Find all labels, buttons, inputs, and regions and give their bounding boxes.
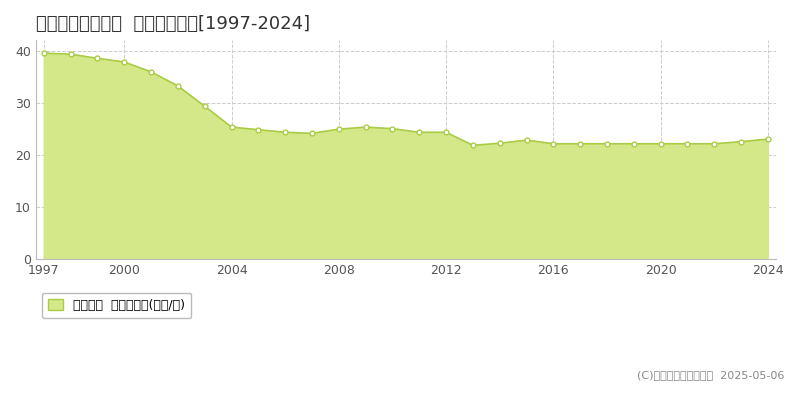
Legend: 基準地価  平均坪単価(万円/坪): 基準地価 平均坪単価(万円/坪) [42, 293, 191, 318]
Text: (C)土地価格ドットコム  2025-05-06: (C)土地価格ドットコム 2025-05-06 [637, 370, 784, 380]
Text: 愛知郡東郷町春木  基準地価推移[1997-2024]: 愛知郡東郷町春木 基準地価推移[1997-2024] [36, 15, 310, 33]
